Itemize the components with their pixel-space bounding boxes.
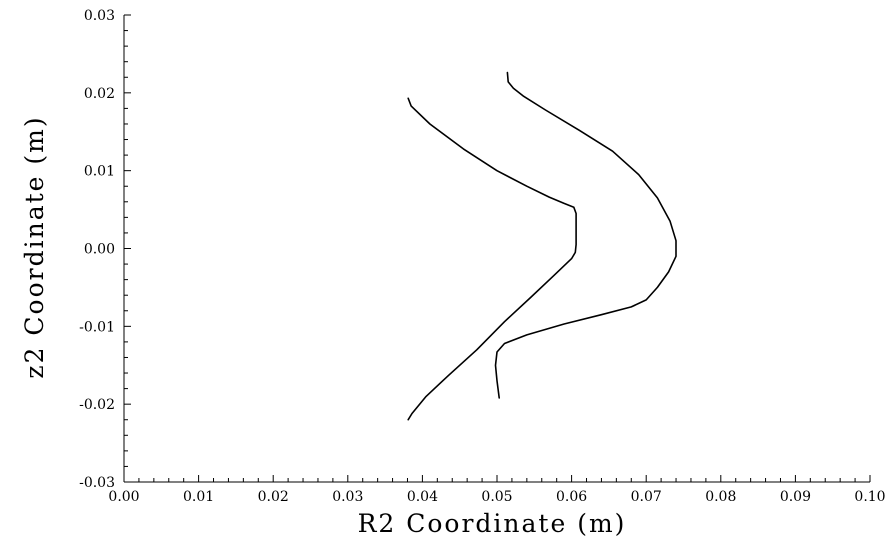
axes: 0.00 0.01 0.02 0.03 0.04 0.05 0.06 0.07 0.08 0.09… [79, 8, 885, 505]
y-tick-label: -0.03 [79, 475, 115, 491]
x-tick-label: 0.00 [108, 489, 139, 505]
x-tick-label: 0.05 [481, 489, 512, 505]
x-tick-label: 0.07 [631, 489, 662, 505]
x-tick-label: 0.06 [556, 489, 587, 505]
x-tick-label: 0.09 [780, 489, 811, 505]
x-tick-label: 0.03 [332, 489, 363, 505]
y-tick-label: -0.01 [79, 319, 115, 335]
y-tick-label: 0.03 [84, 8, 115, 24]
x-tick-label: 0.02 [258, 489, 289, 505]
x-tick-label: 0.04 [407, 489, 438, 505]
plot-area [407, 71, 677, 421]
y-tick-label: 0.02 [84, 86, 115, 102]
x-tick-label: 0.10 [854, 489, 885, 505]
x-axis-title: R2 Coordinate (m) [358, 509, 627, 538]
series-line-2 [494, 71, 677, 399]
y-tick-label: -0.02 [79, 397, 115, 413]
y-axis-title: z2 Coordinate (m) [20, 115, 49, 378]
y-tick-label: 0.01 [84, 164, 115, 180]
x-tick-label: 0.01 [183, 489, 214, 505]
x-tick-label: 0.08 [705, 489, 736, 505]
series-line-1 [407, 97, 577, 421]
y-tick-label: 0.00 [84, 242, 115, 258]
